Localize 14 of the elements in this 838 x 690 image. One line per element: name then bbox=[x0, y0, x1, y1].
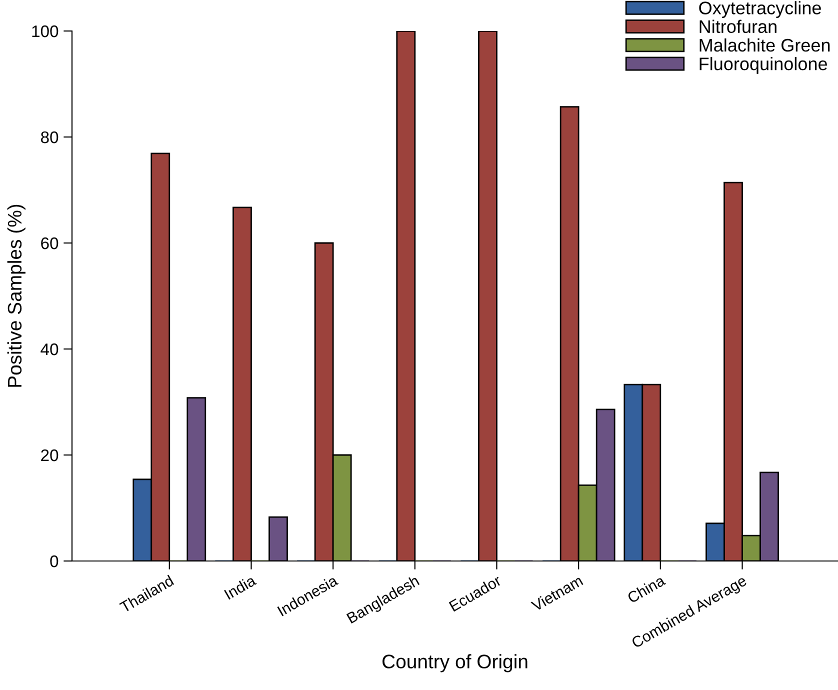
y-tick-label: 40 bbox=[40, 343, 58, 356]
legend-label: Fluoroquinolone bbox=[700, 57, 828, 74]
x-tick-label: China bbox=[626, 574, 666, 604]
y-tick-label: 60 bbox=[41, 237, 58, 250]
legend-label: Malachite Green bbox=[700, 38, 830, 52]
y-tick-label: 80 bbox=[40, 131, 58, 144]
legend-label: Oxytetracycline bbox=[699, 1, 821, 18]
y-axis-title: Positive Samples (%) bbox=[7, 204, 26, 387]
x-tick-label: India bbox=[224, 574, 257, 600]
y-tick-label: 100 bbox=[32, 25, 58, 38]
legend-label: Nitrofuran bbox=[700, 20, 776, 34]
y-tick-label: 0 bbox=[50, 555, 58, 568]
y-tick-label: 20 bbox=[41, 449, 58, 462]
x-axis-title: Country of Origin bbox=[382, 654, 528, 672]
